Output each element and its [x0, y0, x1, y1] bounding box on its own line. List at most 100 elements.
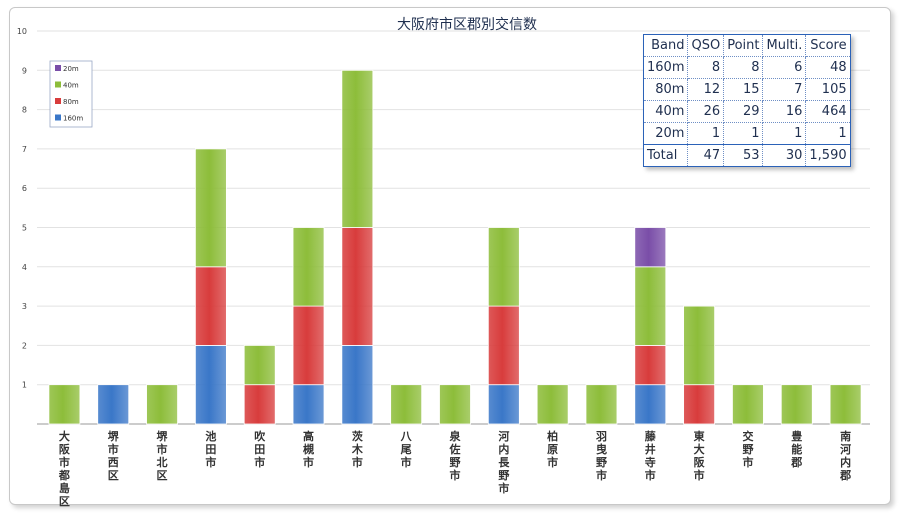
- legend-label-40m: 40m: [63, 82, 79, 90]
- x-tick-label: 南河内郡: [839, 429, 851, 482]
- header-qso: QSO: [687, 34, 725, 57]
- legend-label-160m: 160m: [63, 115, 83, 123]
- cell: 15: [723, 78, 764, 101]
- bar-segment-40m: [243, 344, 276, 386]
- bar-segment-80m: [194, 266, 227, 346]
- cell: 80m: [642, 78, 689, 101]
- legend-label-20m: 20m: [63, 65, 79, 73]
- x-tick-label: 東大阪市: [694, 429, 706, 482]
- bar-segment-80m: [683, 384, 716, 425]
- table-row: 40m 26 29 16 464: [642, 100, 851, 123]
- x-tick-label: 泉佐野市: [449, 429, 462, 482]
- header-score: Score: [805, 34, 851, 57]
- x-tick-label: 茨木市: [351, 429, 364, 469]
- cell: 160m: [642, 56, 689, 79]
- x-axis-labels: 大阪市都島区 堺市西区 堺市北区 池田市 吹田市 高槻市 茨木市 八尾市 泉佐野市 河内長野市 柏原…: [58, 429, 851, 508]
- cell: 464: [805, 100, 851, 123]
- total-cell: 47: [687, 144, 725, 167]
- cell: 8: [687, 56, 725, 79]
- bar-segment-80m: [487, 305, 520, 386]
- cell: 1: [687, 122, 725, 145]
- cell: 26: [687, 100, 725, 123]
- bar-segment-160m: [194, 344, 227, 425]
- bar-segment-20m: [634, 227, 667, 268]
- bar-segment-160m: [292, 384, 325, 425]
- bar-segment-80m: [634, 344, 667, 386]
- x-tick-label: 河内長野市: [498, 429, 510, 495]
- bar-segment-160m: [97, 384, 130, 425]
- cell: 1: [805, 122, 851, 145]
- bar-segment-40m: [341, 69, 374, 228]
- cell: 20m: [642, 122, 689, 145]
- bar-segment-40m: [829, 384, 862, 425]
- x-tick-label: 柏原市: [547, 429, 558, 469]
- y-tick-label: 8: [22, 106, 27, 115]
- y-tick-label: 9: [22, 66, 27, 75]
- x-tick-label: 堺市北区: [157, 429, 169, 482]
- table-row: 20m 1 1 1 1: [642, 122, 851, 145]
- bar-segment-80m: [243, 384, 276, 425]
- bar-segment-40m: [146, 384, 178, 425]
- bar-segment-40m: [390, 384, 423, 425]
- x-tick-label: 八尾市: [400, 430, 413, 469]
- bar-segment-40m: [683, 305, 716, 386]
- legend: 20m 40m 80m 160m: [49, 60, 93, 128]
- legend-swatch-40m: [55, 81, 61, 88]
- table-header-row: Band QSO Point Multi. Score: [642, 34, 851, 57]
- header-band: Band: [642, 34, 689, 57]
- x-tick-label: 藤井寺市: [645, 429, 657, 482]
- x-tick-label: 池田市: [205, 429, 216, 469]
- y-tick-label: 2: [22, 341, 27, 350]
- cell: 7: [762, 78, 807, 101]
- cell: 6: [762, 56, 807, 79]
- score-table: Band QSO Point Multi. Score 160m 8 8 6 4…: [642, 34, 851, 167]
- bar-segment-40m: [585, 384, 618, 425]
- total-cell: 53: [723, 144, 764, 167]
- y-tick-label: 7: [22, 145, 27, 154]
- bar-segment-80m: [341, 227, 374, 346]
- x-tick-label: 交野市: [742, 429, 753, 469]
- legend-label-80m: 80m: [63, 98, 79, 106]
- x-tick-label: 大阪市都島区: [58, 429, 71, 508]
- bar-segment-80m: [292, 305, 325, 386]
- bar-segment-40m: [536, 384, 569, 425]
- bar-segment-40m: [780, 384, 813, 425]
- legend-swatch-160m: [55, 114, 61, 121]
- cell: 1: [762, 122, 807, 145]
- y-tick-label: 1: [22, 381, 27, 390]
- y-tick-label: 6: [22, 184, 27, 193]
- x-tick-label: 豊能郡: [790, 429, 802, 469]
- x-tick-label: 高槻市: [303, 429, 314, 469]
- header-multi: Multi.: [762, 34, 807, 57]
- cell: 29: [723, 100, 764, 123]
- bar-segment-40m: [194, 148, 227, 268]
- cell: 1: [723, 122, 764, 145]
- bar-segment-40m: [292, 227, 325, 307]
- legend-swatch-80m: [55, 98, 61, 104]
- total-cell: 1,590: [805, 144, 851, 167]
- x-tick-label: 吹田市: [254, 429, 266, 469]
- bar-segment-40m: [487, 227, 520, 307]
- bar-segment-40m: [634, 266, 667, 346]
- bar-segment-40m: [732, 384, 764, 425]
- x-tick-label: 堺市西区: [108, 429, 120, 482]
- table-row: 160m 8 8 6 48: [642, 56, 851, 79]
- cell: 105: [805, 78, 851, 101]
- cell: 8: [723, 56, 764, 79]
- cell: 12: [687, 78, 725, 101]
- y-tick-label: 10: [17, 27, 27, 36]
- cell: 16: [762, 100, 807, 123]
- cell: 40m: [642, 100, 689, 123]
- total-label: Total: [642, 144, 689, 167]
- bar-segment-160m: [341, 344, 374, 425]
- total-cell: 30: [762, 144, 807, 167]
- cell: 48: [805, 56, 851, 79]
- bar-segment-40m: [439, 384, 471, 425]
- bar-segment-160m: [634, 384, 667, 425]
- bar-segment-160m: [487, 384, 520, 425]
- y-tick-label: 5: [22, 224, 27, 233]
- y-tick-label: 4: [22, 263, 27, 272]
- table-total-row: Total 47 53 30 1,590: [642, 144, 851, 167]
- table-row: 80m 12 15 7 105: [642, 78, 851, 101]
- y-axis-ticks: 1 2 3 4 5 6 7 8 9 10: [17, 27, 27, 390]
